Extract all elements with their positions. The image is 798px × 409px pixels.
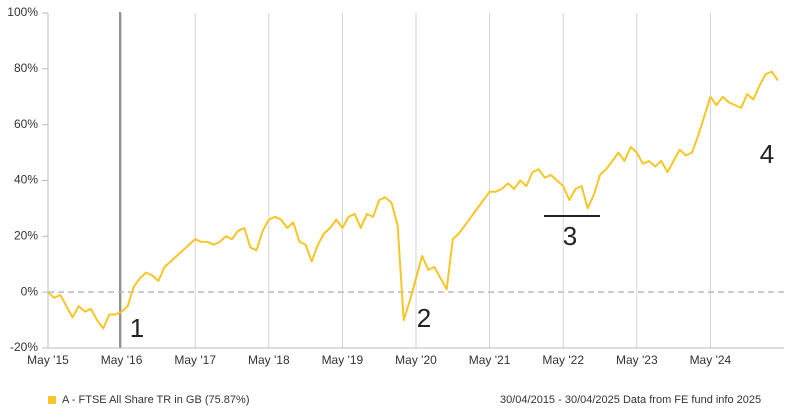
annotation: 1 [130, 313, 144, 343]
y-tick-label: 40% [14, 173, 38, 187]
x-tick-label: May '22 [542, 353, 584, 367]
y-tick-label: 80% [14, 61, 38, 75]
legend-swatch [48, 396, 56, 404]
footnote: 30/04/2015 - 30/04/2025 Data from FE fun… [500, 394, 761, 406]
y-tick-label: 60% [14, 117, 38, 131]
y-tick-label: 0% [21, 284, 39, 298]
x-tick-label: May '23 [616, 353, 658, 367]
legend-label: A - FTSE All Share TR in GB (75.87%) [62, 394, 249, 406]
y-tick-label: 20% [14, 229, 38, 243]
x-tick-label: May '21 [469, 353, 511, 367]
y-tick-label: -20% [10, 340, 38, 354]
series-line [47, 70, 779, 330]
y-tick-label: 100% [7, 5, 38, 19]
x-tick-label: May '16 [101, 353, 143, 367]
annotation: 4 [760, 139, 774, 169]
x-tick-label: May '15 [27, 353, 69, 367]
x-tick-label: May '19 [322, 353, 364, 367]
x-tick-label: May '17 [174, 353, 216, 367]
annotation: 3 [563, 221, 577, 251]
x-tick-label: May '24 [690, 353, 732, 367]
x-tick-label: May '18 [248, 353, 290, 367]
x-tick-label: May '20 [395, 353, 437, 367]
annotation: 2 [417, 303, 431, 333]
